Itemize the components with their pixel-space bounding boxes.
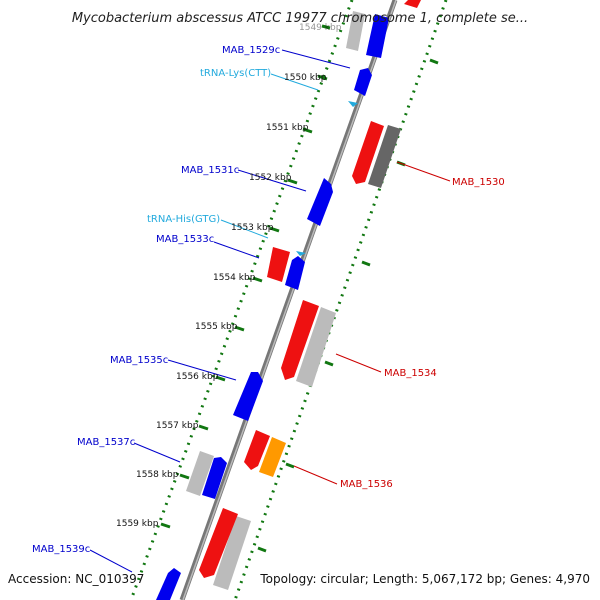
gene-arrow-mab-1531c (307, 178, 333, 226)
gene-arrow-blue (366, 14, 389, 58)
gene-block-mab-1536 (259, 437, 286, 477)
gene-arrow-red (244, 430, 270, 470)
gene-block-red (267, 247, 290, 282)
tick-label-1554: 1554 kbp (213, 273, 256, 283)
gene-arrow-mab-1537c (202, 457, 227, 499)
label-trna-lys: tRNA-Lys(CTT) (200, 68, 271, 79)
tick-label-1549: 1549 kbp (299, 23, 342, 33)
label-trna-his: tRNA-His(GTG) (147, 214, 220, 225)
label-leaders (89, 49, 451, 573)
label-mab-1536: MAB_1536 (340, 479, 393, 490)
forward-outer-track (233, 0, 448, 600)
label-mab-1529c: MAB_1529c (222, 45, 280, 56)
trna-his-marker (296, 251, 306, 256)
gene-arrow-mab-1529c (354, 68, 372, 96)
label-mab-1537c: MAB_1537c (77, 437, 135, 448)
gene-block-gray (213, 516, 251, 590)
gene-arrow-mab-1539c (156, 568, 181, 600)
label-mab-1535c: MAB_1535c (110, 355, 168, 366)
tick-label-1556: 1556 kbp (176, 372, 219, 382)
gene-arrow-mab-1533c (285, 256, 305, 290)
gene-arrow-mab-1530 (352, 121, 384, 184)
tick-label-1559: 1559 kbp (116, 519, 159, 529)
tick-marks (160, 24, 439, 553)
gene-arrow-mab-1534 (281, 300, 319, 380)
label-mab-1534: MAB_1534 (384, 368, 437, 379)
tick-label-1552: 1552 kbp (249, 173, 292, 183)
gene-block-darkgray (368, 125, 401, 188)
label-mab-1539c: MAB_1539c (32, 544, 90, 555)
trna-lys-marker (348, 101, 358, 107)
label-mab-1531c: MAB_1531c (181, 165, 239, 176)
scale-labels: 1549 kbp 1550 kbp 1551 kbp 1552 kbp 1553… (116, 23, 342, 529)
gene-block-gray (296, 307, 336, 387)
tick-label-1558: 1558 kbp (136, 470, 179, 480)
gene-arrow-mab-1535c (233, 372, 263, 421)
tick-label-1553: 1553 kbp (231, 223, 274, 233)
tick-label-1550: 1550 kbp (284, 73, 327, 83)
accession-text: Accession: NC_010397 (8, 572, 145, 586)
label-mab-1533c: MAB_1533c (156, 234, 214, 245)
gene-arrow-red (199, 508, 238, 578)
label-mab-1530: MAB_1530 (452, 177, 505, 188)
gene-block-gray (346, 11, 365, 51)
gene-block-red (404, 0, 421, 8)
reverse-outer-track (129, 0, 354, 600)
genome-summary-text: Topology: circular; Length: 5,067,172 bp… (260, 572, 590, 586)
chromosome-backbone (179, 0, 398, 600)
gene-block-gray (186, 451, 214, 496)
tick-label-1551: 1551 kbp (266, 123, 309, 133)
map-title: Mycobacterium abscessus ATCC 19977 chrom… (72, 11, 528, 26)
tick-label-1555: 1555 kbp (195, 322, 238, 332)
tick-label-1557: 1557 kbp (156, 421, 199, 431)
feature-labels: MAB_1529c tRNA-Lys(CTT) MAB_1530 MAB_153… (32, 45, 505, 555)
